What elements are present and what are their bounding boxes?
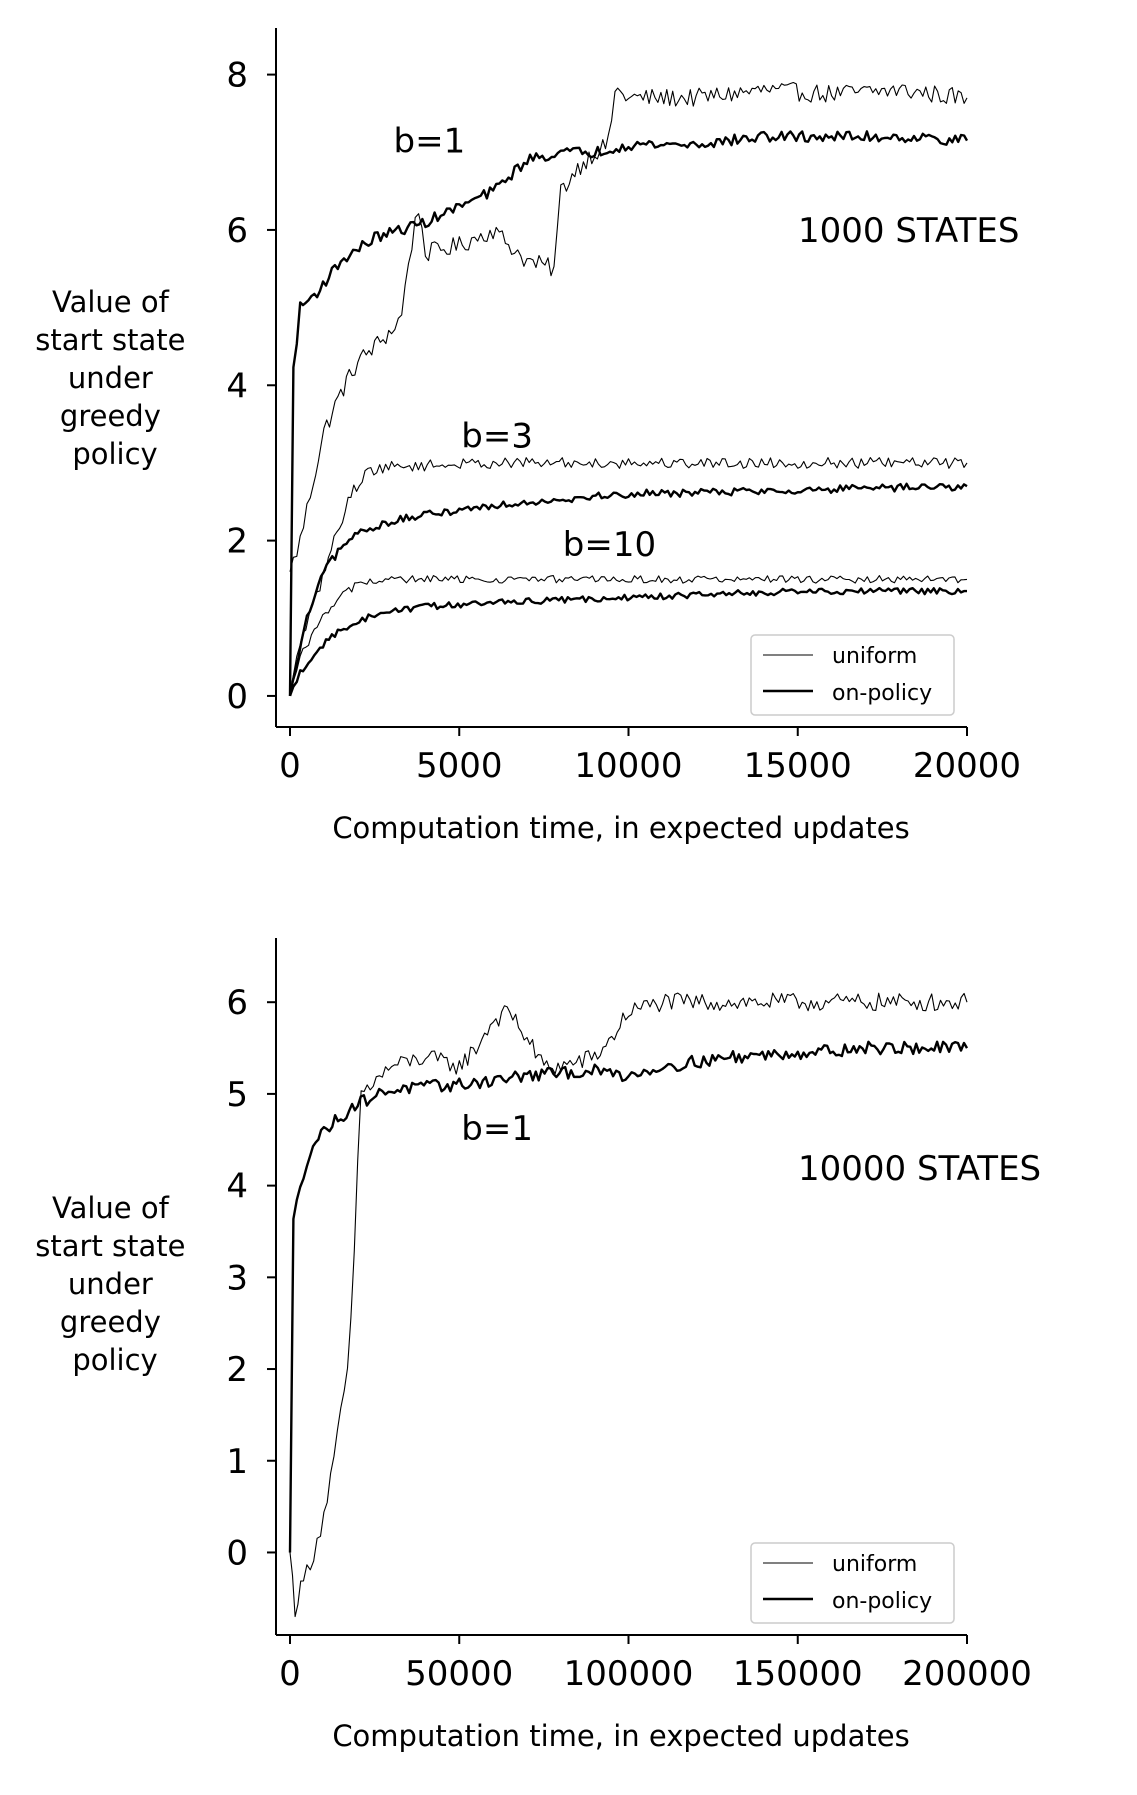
chart-1000-states: 0 5000 10000 15000 20000 0 2 4 6 8 b=1 b=3 b=10 10… xyxy=(35,28,1021,845)
y-tick-label: 8 xyxy=(226,56,248,96)
x-tick-label: 0 xyxy=(279,1654,301,1694)
y-axis-label: Value of start state under greedy policy xyxy=(35,1191,194,1377)
y-tick-label: 6 xyxy=(226,211,248,251)
y-axis-label: Value of start state under greedy policy xyxy=(35,285,194,471)
x-tick-label: 10000 xyxy=(574,746,682,786)
series-line-uniform-b10 xyxy=(289,575,968,697)
y-tick-label: 4 xyxy=(226,366,248,406)
series-lines xyxy=(288,992,969,1618)
x-axis-label: Computation time, in expected updates xyxy=(332,811,909,845)
y-label-line: policy xyxy=(72,437,157,471)
branch-label: b=1 xyxy=(394,121,466,161)
y-tick-label: 0 xyxy=(226,1533,248,1573)
x-tick-label: 150000 xyxy=(733,1654,863,1694)
y-label-line: greedy xyxy=(60,399,161,433)
y-tick-label: 2 xyxy=(226,522,248,562)
legend-label-on-policy: on-policy xyxy=(832,1589,932,1614)
branch-labels: b=1 b=3 b=10 xyxy=(394,121,657,565)
branch-label: b=3 xyxy=(461,416,533,456)
x-ticks: 0 5000 10000 15000 20000 xyxy=(279,727,1021,786)
series-line-on-policy-b10 xyxy=(288,586,967,697)
branch-label: b=1 xyxy=(461,1109,533,1149)
y-label-line: Value of xyxy=(52,1191,170,1225)
states-annotation: 1000 STATES xyxy=(798,211,1020,251)
states-annotation: 10000 STATES xyxy=(798,1149,1041,1189)
y-ticks: 0 2 4 6 8 xyxy=(226,56,276,717)
series-line-on-policy-b3 xyxy=(288,482,968,697)
branch-labels: b=1 xyxy=(461,1109,533,1149)
x-tick-label: 5000 xyxy=(416,746,503,786)
series-line-uniform-b1 xyxy=(289,81,968,572)
y-tick-label: 4 xyxy=(226,1167,248,1207)
series-lines xyxy=(288,81,969,697)
y-label-line: start state xyxy=(35,323,185,357)
y-ticks: 0 1 2 3 4 5 6 xyxy=(226,983,276,1573)
y-label-line: greedy xyxy=(60,1305,161,1339)
legend-label-uniform: uniform xyxy=(832,644,917,669)
y-tick-label: 1 xyxy=(226,1442,248,1482)
y-tick-label: 6 xyxy=(226,983,248,1023)
series-line-uniform-b1 xyxy=(289,992,968,1618)
legend: uniform on-policy xyxy=(750,1542,955,1624)
series-line-uniform-b3 xyxy=(289,457,968,696)
x-axis-label: Computation time, in expected updates xyxy=(332,1719,909,1753)
legend-label-uniform: uniform xyxy=(832,1552,917,1577)
y-label-line: start state xyxy=(35,1229,185,1263)
y-label-line: policy xyxy=(72,1343,157,1377)
y-label-line: Value of xyxy=(52,285,170,319)
chart-10000-states: 0 50000 100000 150000 200000 0 1 2 3 4 5 6 b=1 100… xyxy=(35,938,1041,1753)
x-ticks: 0 50000 100000 150000 200000 xyxy=(279,1635,1032,1694)
x-tick-label: 100000 xyxy=(564,1654,694,1694)
y-label-line: under xyxy=(68,361,153,395)
y-tick-label: 0 xyxy=(226,677,248,717)
y-tick-label: 3 xyxy=(226,1258,248,1298)
y-label-line: under xyxy=(68,1267,153,1301)
x-tick-label: 15000 xyxy=(744,746,852,786)
x-tick-label: 20000 xyxy=(913,746,1021,786)
branch-label: b=10 xyxy=(563,525,656,565)
y-tick-label: 5 xyxy=(226,1075,248,1115)
series-line-on-policy-b1 xyxy=(288,130,969,696)
legend-label-on-policy: on-policy xyxy=(832,681,932,706)
series-line-on-policy-b1 xyxy=(288,1040,969,1553)
y-tick-label: 2 xyxy=(226,1350,248,1390)
x-tick-label: 0 xyxy=(279,746,301,786)
x-tick-label: 200000 xyxy=(902,1654,1032,1694)
legend: uniform on-policy xyxy=(750,634,955,716)
x-tick-label: 50000 xyxy=(405,1654,513,1694)
